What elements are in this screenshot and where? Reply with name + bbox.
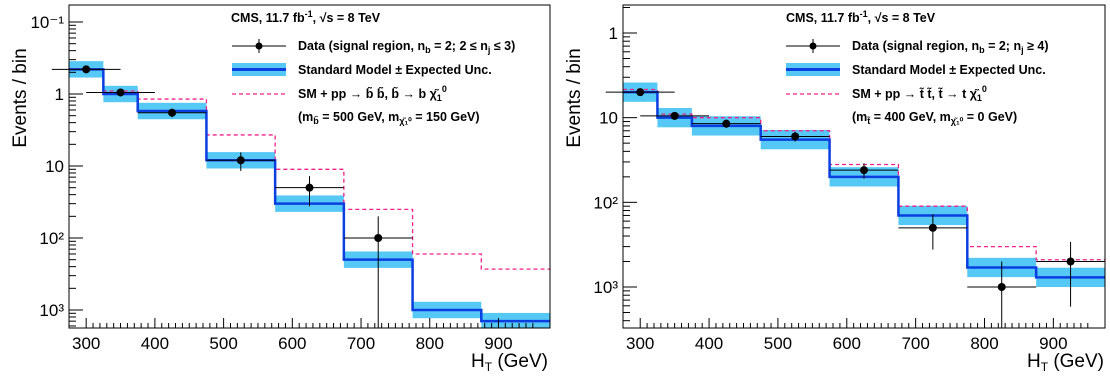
left-y-axis-title: Events / bin [10,48,31,147]
right-legend-sm-label: Standard Model ± Expected Unc. [852,63,1046,77]
right-x-tick-label: 400 [695,334,723,353]
right-signal-step-line [623,88,1105,261]
right-legend-mass-label: (mt͂ = 400 GeV, mχ͂₁⁰ = 0 GeV) [852,110,1017,126]
left-ticks: 300 400 500 600 700 800 900 10⁻¹ 1 10 10² 10³ [30,13,534,353]
right-ticks: 300 400 500 600 700 800 900 1 10 10² 10³ [593,7,1089,353]
right-data-point-0 [636,88,645,97]
left-x-tick-label: 500 [209,334,237,353]
left-x-tick-label: 700 [347,334,375,353]
left-legend-sm-label: Standard Model ± Expected Unc. [298,63,492,77]
right-data-point-2 [722,119,731,128]
right-data-point-7 [1066,257,1075,266]
left-data-point-2 [168,108,177,117]
right-x-tick-label: 900 [1039,334,1067,353]
left-panel: 300 400 500 600 700 800 900 10⁻¹ 1 10 10² 10³ Event… [10,4,551,374]
right-panel: 300 400 500 600 700 800 900 1 10 10² 10³ Events / … [564,4,1106,374]
left-x-tick-label: 600 [278,334,306,353]
right-x-axis-title: HT (GeV) [1027,351,1104,374]
left-x-axis-title: HT (GeV) [471,351,548,374]
left-legend: CMS, 11.7 fb-1, √s = 8 TeV Data (signal … [231,9,515,126]
left-y-tick-label: 10³ [39,301,64,320]
left-y-tick-label: 10⁻¹ [30,13,64,32]
right-y-axis-title: Events / bin [564,48,585,147]
left-legend-signal-label: SM + pp → b͂ b͂, b͂ → b χ͂10 [298,84,447,103]
right-y-tick-label: 10³ [593,278,618,297]
left-x-tick-label: 900 [484,334,512,353]
right-y-tick-label: 10² [593,193,618,212]
left-legend-data-label: Data (signal region, nb = 2; 2 ≤ nj ≤ 3) [298,39,515,55]
right-data-point-6 [997,283,1006,291]
right-plot-frame [622,4,1106,329]
right-legend-data-label: Data (signal region, nb = 2; nj ≥ 4) [852,39,1049,55]
right-x-tick-label: 500 [764,334,792,353]
left-data-point-5 [374,234,383,242]
right-data-point-5 [928,223,937,232]
right-data-point-1 [670,111,679,120]
left-y-tick-label: 10 [45,157,64,176]
left-plot-background [69,5,550,328]
left-x-tick-label: 400 [141,334,169,353]
right-marks [605,82,1105,328]
right-legend-data-marker [809,42,817,50]
right-data-point-3 [791,132,800,141]
right-y-tick-label: 1 [609,24,618,43]
right-data-point-4 [860,166,868,175]
right-x-tick-label: 700 [901,334,929,353]
left-y-tick-label: 10² [39,229,64,248]
left-legend-data-marker [255,42,263,50]
left-data-point-1 [116,88,125,97]
right-x-tick-label: 800 [970,334,998,353]
left-data-point-3 [236,156,245,165]
right-cms-title: CMS, 11.7 fb-1, √s = 8 TeV [786,9,936,25]
left-x-tick-label: 300 [72,334,100,353]
right-legend-signal-label: SM + pp → t͂ t͂, t͂ → t χ͂10 [852,84,987,103]
right-y-tick-label: 10 [599,109,618,128]
left-cms-title: CMS, 11.7 fb-1, √s = 8 TeV [231,9,381,25]
right-x-tick-label: 300 [626,334,654,353]
left-y-tick-label: 1 [55,85,64,104]
left-legend-mass-label: (mb͂ = 500 GeV, mχ͂₁⁰ = 150 GeV) [298,110,480,126]
left-x-tick-label: 800 [416,334,444,353]
left-data-point-4 [305,183,314,192]
right-x-tick-label: 600 [833,334,861,353]
left-data-point-0 [82,65,91,74]
right-legend: CMS, 11.7 fb-1, √s = 8 TeV Data (signal … [786,9,1049,126]
